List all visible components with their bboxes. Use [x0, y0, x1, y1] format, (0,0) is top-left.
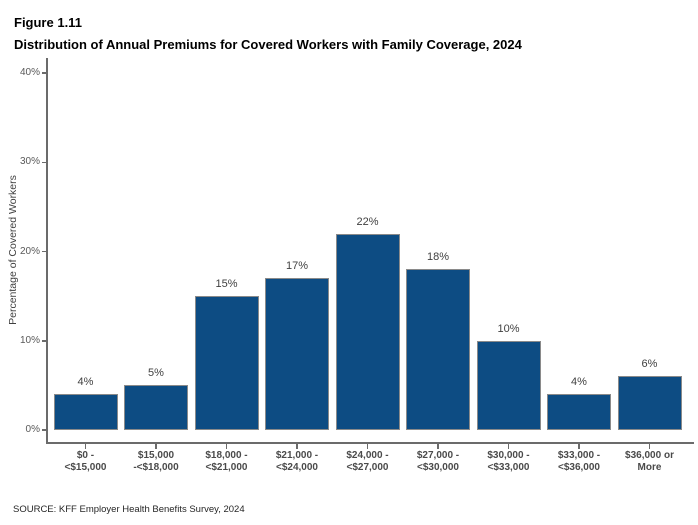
y-tick-label: 0% — [25, 424, 40, 435]
x-tick-label-line: $36,000 or — [625, 450, 674, 461]
y-tick-mark — [42, 161, 46, 163]
x-tick-mark — [155, 444, 157, 449]
x-tick-label: $18,000 - <$21,000 — [185, 450, 269, 474]
bar — [476, 340, 541, 430]
bar — [617, 376, 682, 430]
y-tick-label: 30% — [19, 156, 40, 168]
x-tick-label-line: <$15,000 — [64, 462, 107, 473]
y-tick-mark — [42, 250, 46, 253]
y-tick-mark — [42, 72, 46, 74]
y-tick-label: 20% — [19, 245, 40, 257]
x-tick-label: $36,000 or More — [608, 450, 692, 474]
x-tick-label-line: <$24,000 — [276, 462, 318, 473]
bar — [335, 233, 400, 430]
x-tick-mark — [366, 444, 369, 449]
bar-value-label: 5% — [148, 367, 164, 380]
x-tick-label: $27,000 - <$30,000 — [396, 450, 480, 474]
x-tick-label-line: $33,000 - — [557, 450, 601, 461]
bar — [53, 394, 118, 430]
bar-value-label: 15% — [215, 278, 238, 291]
x-tick-label-line: <$33,000 — [487, 462, 530, 473]
x-tick-label-line: <$21,000 — [205, 462, 248, 473]
y-tick-mark — [42, 340, 46, 342]
y-tick-label: 40% — [19, 67, 40, 78]
x-tick-label-line: $27,000 - — [416, 450, 460, 461]
x-tick-mark — [578, 444, 580, 449]
x-tick-label-line: $30,000 - — [487, 450, 530, 461]
bar — [265, 278, 329, 430]
bar — [194, 296, 259, 430]
x-tick-mark — [648, 444, 651, 449]
y-tick-mark — [42, 429, 46, 431]
x-tick-label-line: <$36,000 — [558, 462, 600, 473]
x-tick-label-line: More — [637, 462, 662, 473]
bar-value-label: 17% — [285, 260, 309, 273]
x-axis-line — [46, 442, 694, 444]
bar-value-label: 4% — [77, 376, 94, 389]
x-tick-label-line: $0 - — [76, 450, 95, 461]
x-tick-label-line: $18,000 - — [205, 450, 248, 461]
y-axis-line — [46, 58, 48, 444]
x-tick-label-line: $24,000 - — [346, 450, 389, 461]
figure-number: Figure 1.11 — [14, 15, 82, 30]
x-tick-label: $30,000 - <$33,000 — [467, 450, 551, 474]
x-tick-mark — [225, 444, 228, 449]
bar — [406, 269, 470, 430]
x-tick-label-line: <$30,000 — [417, 462, 459, 473]
x-tick-label: $33,000 - <$36,000 — [537, 450, 621, 474]
x-tick-label-line: <$27,000 — [346, 462, 389, 473]
x-tick-label: $24,000 - <$27,000 — [326, 450, 410, 474]
x-tick-label: $21,000 - <$24,000 — [255, 450, 339, 474]
chart-title: Distribution of Annual Premiums for Cove… — [14, 37, 522, 52]
bar — [547, 394, 611, 430]
x-tick-label-line: $15,000 — [137, 450, 175, 461]
x-tick-mark — [296, 444, 298, 449]
x-tick-mark — [84, 444, 87, 449]
x-tick-mark — [437, 444, 439, 449]
x-tick-label: $15,000 -<$18,000 — [114, 450, 198, 474]
bar — [124, 385, 188, 430]
x-tick-label-line: -<$18,000 — [133, 462, 179, 473]
bar-value-label: 4% — [571, 376, 587, 389]
x-tick-label: $0 - <$15,000 — [44, 450, 128, 474]
x-tick-mark — [507, 444, 510, 449]
x-tick-label-line: $21,000 - — [275, 450, 319, 461]
bar-value-label: 6% — [641, 358, 658, 371]
bar-value-label: 22% — [356, 215, 379, 228]
bar-value-label: 18% — [426, 251, 450, 264]
bar-value-label: 10% — [497, 322, 520, 335]
source-note: SOURCE: KFF Employer Health Benefits Sur… — [13, 504, 245, 515]
y-tick-label: 10% — [19, 334, 40, 346]
